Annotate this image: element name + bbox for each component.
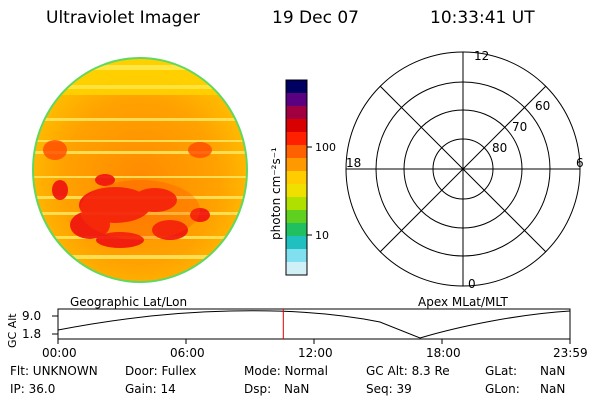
time-label: 10:33:41 UT (430, 8, 535, 28)
colorbar-segment (286, 119, 307, 133)
colorbar-segment (286, 80, 307, 94)
info-dsp-label: Dsp: (244, 382, 272, 396)
apex-caption: Apex MLat/MLT (418, 295, 508, 309)
timeline-ylabel: GC Alt (6, 313, 19, 348)
info-dsp-value: NaN (284, 382, 310, 396)
info-glat-label: GLat: (485, 364, 518, 378)
colorbar-segment (286, 158, 307, 172)
colorbar-segment (286, 197, 307, 211)
info-gc-alt: GC Alt: 8.3 Re (366, 364, 450, 378)
lat-label-60: 60 (535, 99, 550, 113)
timeline-xtick-2359: 23:59 (553, 346, 588, 360)
colorbar-segment (286, 262, 307, 276)
info-glon-value: NaN (540, 382, 566, 396)
mlt-label-12: 12 (474, 49, 489, 63)
colorbar-segment (286, 93, 307, 107)
info-gain: Gain: 14 (125, 382, 176, 396)
info-seq: Seq: 39 (366, 382, 412, 396)
colorbar-segment (286, 171, 307, 185)
timeline-ytick-9: 9.0 (22, 309, 41, 323)
info-mode: Mode: Normal (244, 364, 328, 378)
info-glat-value: NaN (540, 364, 566, 378)
colorbar-segment (286, 236, 307, 250)
colorbar-segment (286, 106, 307, 120)
lat-label-70: 70 (512, 120, 527, 134)
colorbar-segment (286, 132, 307, 146)
colorbar-segment (286, 145, 307, 159)
timeline-xtick-1200: 12:00 (298, 346, 333, 360)
colorbar-segment (286, 184, 307, 198)
colorbar-segment (286, 210, 307, 224)
info-glon-label: GLon: (485, 382, 520, 396)
timeline-xtick-0000: 00:00 (42, 346, 77, 360)
info-ip: IP: 36.0 (10, 382, 56, 396)
geographic-caption: Geographic Lat/Lon (70, 295, 188, 309)
lat-label-80: 80 (492, 141, 507, 155)
mlt-label-0: 0 (468, 277, 476, 291)
mlt-label-18: 18 (346, 156, 361, 170)
info-door: Door: Fullex (125, 364, 197, 378)
mlt-label-6: 6 (576, 156, 584, 170)
timeline-xtick-1800: 18:00 (426, 346, 461, 360)
timeline-ytick-1-8: 1.8 (22, 327, 41, 341)
info-flight: Flt: UNKNOWN (10, 364, 98, 378)
date-label: 19 Dec 07 (272, 8, 359, 28)
colorbar-segment (286, 223, 307, 237)
colorbar-tick-100: 100 (315, 141, 336, 154)
colorbar-segment (286, 249, 307, 263)
app-title: Ultraviolet Imager (46, 8, 200, 28)
colorbar-unit-label: photon cm⁻²s⁻¹ (269, 147, 283, 240)
timeline-xtick-0600: 06:00 (170, 346, 205, 360)
colorbar-tick-10: 10 (315, 229, 329, 242)
